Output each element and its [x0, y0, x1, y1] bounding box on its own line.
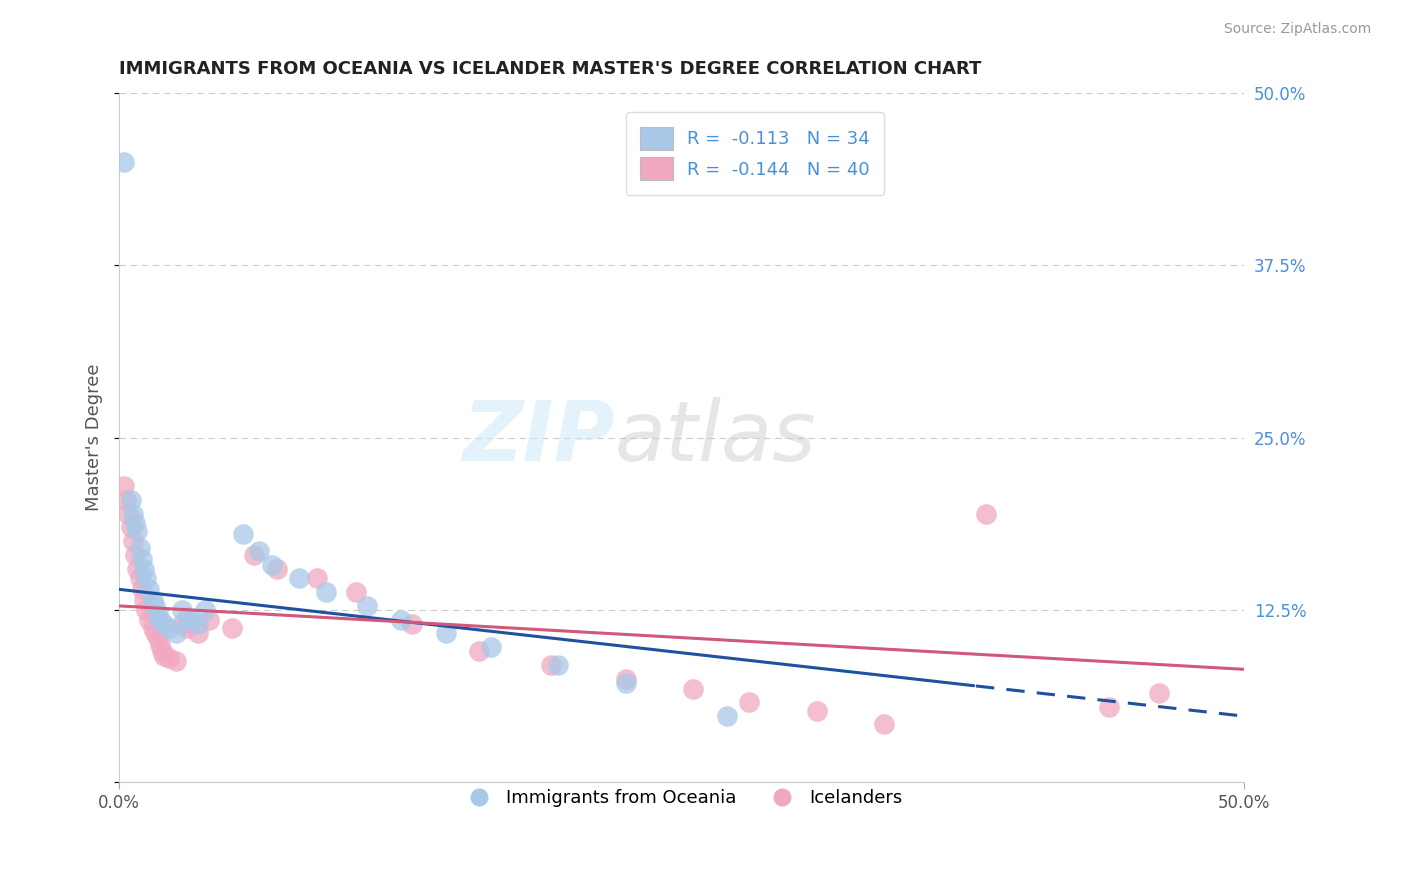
- Point: [288, 571, 311, 585]
- Text: IMMIGRANTS FROM OCEANIA VS ICELANDER MASTER'S DEGREE CORRELATION CHART: IMMIGRANTS FROM OCEANIA VS ICELANDER MAS…: [120, 60, 981, 78]
- Point: [401, 616, 423, 631]
- Point: [120, 520, 142, 534]
- Point: [115, 492, 138, 507]
- Point: [176, 621, 198, 635]
- Point: [180, 613, 202, 627]
- Point: [143, 626, 166, 640]
- Point: [806, 704, 828, 718]
- Point: [117, 507, 139, 521]
- Point: [132, 593, 155, 607]
- Point: [132, 562, 155, 576]
- Point: [468, 644, 491, 658]
- Text: ZIP: ZIP: [461, 397, 614, 478]
- Point: [232, 527, 254, 541]
- Point: [128, 541, 150, 555]
- Point: [247, 543, 270, 558]
- Point: [389, 613, 412, 627]
- Point: [165, 626, 187, 640]
- Point: [198, 613, 221, 627]
- Point: [120, 492, 142, 507]
- Point: [146, 607, 169, 622]
- Point: [138, 582, 160, 597]
- Point: [194, 603, 217, 617]
- Text: atlas: atlas: [614, 397, 815, 478]
- Point: [243, 548, 266, 562]
- Point: [479, 640, 502, 655]
- Point: [974, 507, 997, 521]
- Point: [153, 616, 176, 631]
- Point: [315, 585, 337, 599]
- Point: [124, 548, 146, 562]
- Y-axis label: Master's Degree: Master's Degree: [86, 364, 103, 511]
- Point: [131, 582, 153, 597]
- Point: [716, 709, 738, 723]
- Point: [146, 631, 169, 645]
- Point: [614, 672, 637, 686]
- Point: [356, 599, 378, 613]
- Point: [873, 717, 896, 731]
- Point: [307, 571, 329, 585]
- Text: Source: ZipAtlas.com: Source: ZipAtlas.com: [1223, 22, 1371, 37]
- Point: [157, 621, 180, 635]
- Point: [1147, 686, 1170, 700]
- Point: [149, 638, 172, 652]
- Point: [128, 571, 150, 585]
- Point: [135, 603, 157, 617]
- Point: [172, 603, 194, 617]
- Point: [127, 562, 149, 576]
- Point: [614, 676, 637, 690]
- Point: [344, 585, 367, 599]
- Point: [124, 516, 146, 531]
- Point: [143, 599, 166, 613]
- Point: [135, 571, 157, 585]
- Point: [682, 681, 704, 696]
- Point: [176, 610, 198, 624]
- Point: [221, 621, 243, 635]
- Point: [153, 648, 176, 663]
- Point: [149, 613, 172, 627]
- Point: [1098, 699, 1121, 714]
- Point: [112, 479, 135, 493]
- Point: [121, 534, 143, 549]
- Point: [172, 616, 194, 631]
- Point: [142, 593, 165, 607]
- Point: [738, 695, 761, 709]
- Point: [121, 507, 143, 521]
- Point: [138, 613, 160, 627]
- Point: [150, 644, 173, 658]
- Point: [187, 626, 209, 640]
- Point: [127, 524, 149, 539]
- Point: [142, 621, 165, 635]
- Point: [266, 562, 288, 576]
- Legend: Immigrants from Oceania, Icelanders: Immigrants from Oceania, Icelanders: [454, 782, 910, 814]
- Point: [187, 616, 209, 631]
- Point: [157, 651, 180, 665]
- Point: [540, 658, 562, 673]
- Point: [112, 155, 135, 169]
- Point: [165, 654, 187, 668]
- Point: [131, 552, 153, 566]
- Point: [547, 658, 569, 673]
- Point: [434, 626, 457, 640]
- Point: [262, 558, 284, 572]
